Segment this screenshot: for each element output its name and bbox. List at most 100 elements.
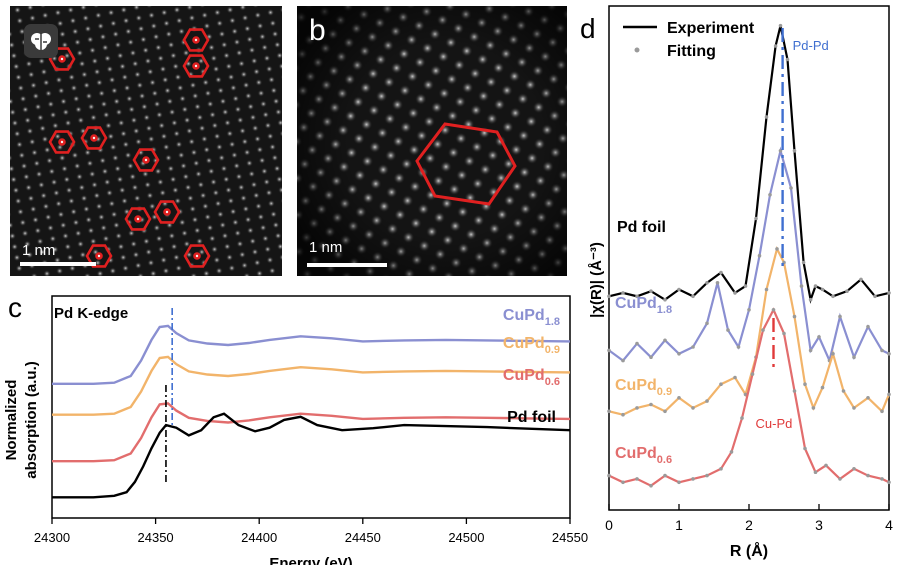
series-line-c-3 (52, 412, 571, 499)
fit-point-d (764, 287, 769, 292)
fit-point-d (808, 297, 813, 302)
fit-point-d (813, 470, 818, 475)
fit-point-d (838, 314, 842, 319)
fit-point-d (859, 277, 863, 282)
fit-point-d (663, 297, 667, 302)
series-line-c-1 (52, 355, 571, 416)
fit-point-d (635, 294, 639, 299)
hexagon-marker (85, 244, 113, 268)
fit-point-d (677, 352, 681, 356)
fit-point-d (607, 348, 611, 353)
fit-point-d (705, 321, 709, 326)
single-atom-dot (58, 138, 66, 146)
hexagon-marker (124, 207, 152, 231)
fit-point-d (792, 149, 797, 153)
fit-point-d (649, 483, 653, 488)
single-atom-dot (90, 134, 98, 142)
scale-bar-b (307, 263, 387, 267)
panel-label-d: d (580, 13, 596, 44)
fit-point-d (757, 253, 762, 258)
tick-label-d: 2 (745, 517, 753, 533)
fit-point-d (764, 115, 769, 119)
fit-point-d (754, 216, 758, 221)
fit-point-d (887, 480, 891, 485)
fit-point-d (733, 375, 737, 380)
single-atom-dot (58, 55, 66, 63)
series-line-d-3 (608, 307, 890, 487)
panel-label-b: b (309, 14, 326, 47)
fit-point-d (773, 44, 778, 48)
tick-label-c: 24500 (448, 530, 484, 545)
fit-point-d (845, 289, 849, 294)
fit-point-d (852, 467, 856, 471)
scale-label-a: 1 nm (22, 242, 55, 259)
tick-label-c: 24450 (345, 530, 381, 545)
series-line-c-2 (52, 402, 571, 463)
fit-point-d (691, 406, 695, 410)
series-line-d-0 (608, 25, 890, 304)
fit-point-d (789, 186, 793, 190)
brain-icon[interactable] (24, 24, 58, 58)
fit-point-d (740, 416, 744, 420)
fit-point-d (831, 352, 835, 356)
fit-point-d (677, 287, 681, 292)
fit-point-d (750, 372, 755, 376)
tick-label-d: 1 (675, 517, 683, 533)
series-label-c-3: Pd foil (507, 409, 556, 426)
cluster-marker (415, 122, 517, 206)
chart-c-ylabel-line2: absorption (a.u.) (23, 361, 40, 479)
series-label-c-1: CuPd0.9 (503, 335, 560, 356)
fit-point-d (831, 294, 835, 299)
tick-label-d: 3 (815, 517, 823, 533)
chart-c-xlabel: Energy (eV) (269, 555, 352, 565)
fit-point-d (880, 477, 884, 481)
fit-point-d (635, 477, 639, 481)
chart-c-ylabel-line1: Normalized (3, 380, 20, 461)
fit-point-d (729, 450, 734, 454)
series-label-c-0: CuPd1.8 (503, 307, 560, 328)
fit-point-d (778, 149, 783, 153)
legend-experiment-label: Experiment (667, 20, 755, 37)
fit-point-d (808, 348, 813, 353)
fit-point-d (803, 382, 807, 387)
fit-point-d (635, 341, 639, 346)
fit-point-d (811, 406, 816, 410)
fit-point-d (768, 193, 772, 197)
single-atom-dot (192, 62, 200, 70)
fit-point-d (813, 284, 818, 288)
hexagon-marker (153, 200, 181, 224)
fit-point-d (621, 412, 625, 417)
hexagon-marker (48, 130, 76, 154)
hexagon-marker (80, 126, 108, 150)
fit-point-d (820, 385, 825, 390)
scale-label-b: 1 nm (309, 239, 342, 256)
fit-point-d (621, 358, 625, 363)
chart-d-legend: Experiment Fitting (623, 20, 755, 60)
fit-point-d (838, 477, 842, 481)
fit-point-d (799, 284, 804, 288)
panel-c-chart: c Pd K-edge Normalized absorption (a.u.)… (3, 292, 588, 565)
fit-point-d (663, 409, 667, 414)
legend-fitting-swatch (634, 47, 640, 53)
tick-label-c: 24300 (34, 530, 70, 545)
fit-point-d (663, 473, 667, 478)
fit-point-d (705, 399, 709, 403)
pd-pd-annotation: Pd-Pd (793, 38, 829, 53)
fit-point-d (743, 284, 748, 288)
fit-point-d (817, 335, 821, 339)
fit-point-d (635, 406, 639, 410)
fit-point-d (873, 294, 877, 299)
panel-a-micrograph: 1 nm (10, 6, 282, 276)
fit-point-d (852, 406, 856, 410)
chart-d-xlabel: R (Å) (730, 541, 768, 560)
hexagon-marker (48, 47, 76, 71)
fit-point-d (841, 389, 846, 393)
fit-point-d (775, 247, 779, 251)
fit-point-d (880, 348, 884, 353)
chart-c-series-group (52, 308, 571, 499)
single-atom-dot (95, 252, 103, 260)
series-label-d-2: CuPd0.9 (615, 377, 672, 398)
fit-point-d (880, 409, 884, 414)
tick-label-c: 24550 (552, 530, 588, 545)
